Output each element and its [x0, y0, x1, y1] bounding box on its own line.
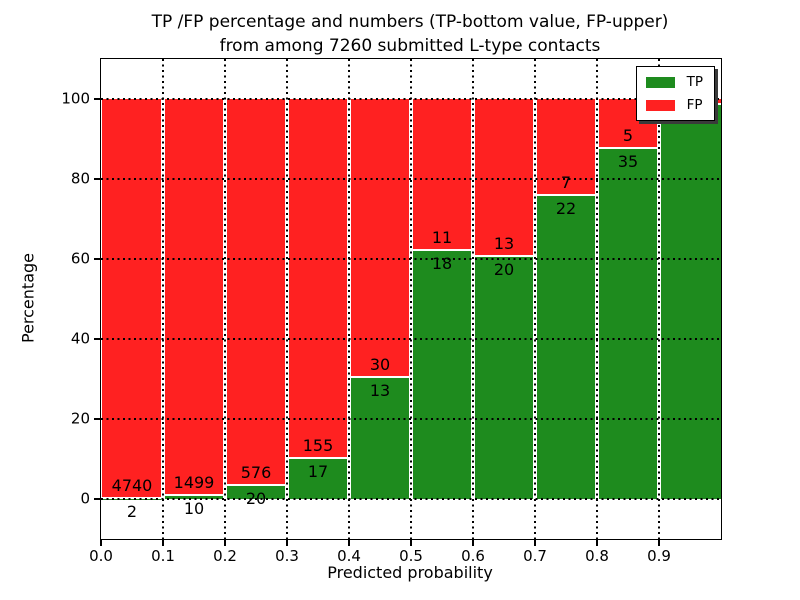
fp-count-label: 1499: [173, 473, 215, 493]
fp-count-label: 4740: [111, 475, 153, 495]
bars-layer: [101, 59, 721, 539]
fp-count-label: 13: [493, 233, 515, 253]
y-tick-label: 20: [70, 409, 90, 428]
x-tick-mark: [286, 540, 288, 546]
x-tick-mark: [658, 540, 660, 546]
tp-count-label: 13: [369, 381, 391, 401]
x-tick-mark: [596, 540, 598, 546]
fp-count-label: 7: [560, 172, 572, 192]
x-tick-label: 0.8: [585, 547, 609, 565]
x-tick-label: 0.5: [399, 547, 423, 565]
x-tick-label: 0.6: [461, 547, 485, 565]
tp-count-label: 20: [493, 259, 515, 279]
tp-count-label: 2: [126, 501, 138, 521]
y-tick-mark: [94, 498, 100, 500]
x-tick-mark: [348, 540, 350, 546]
x-gridline: [224, 59, 226, 539]
bar-tp-segment: [413, 250, 471, 499]
x-tick-mark: [100, 540, 102, 546]
chart-title-line2: from among 7260 submitted L-type contact…: [219, 36, 601, 57]
y-tick-label: 60: [70, 249, 90, 268]
bar-tp-segment: [599, 149, 657, 499]
chart-title-line1: TP /FP percentage and numbers (TP-bottom…: [151, 12, 669, 32]
x-gridline: [162, 59, 164, 539]
x-tick-label: 0.0: [89, 547, 113, 565]
bar-tp-segment: [289, 459, 347, 499]
legend: TP FP: [635, 66, 715, 121]
y-tick-mark: [94, 338, 100, 340]
tp-count-label: 10: [183, 499, 205, 519]
fp-count-label: 576: [240, 462, 272, 482]
legend-label-fp: FP: [686, 97, 703, 113]
bar-annotations-layer: 4740214991057620155173013111813207225356…: [101, 59, 721, 539]
y-tick-mark: [94, 258, 100, 260]
y-tick-mark: [94, 178, 100, 180]
legend-label-tp: TP: [686, 74, 703, 90]
fp-count-label: 155: [302, 436, 334, 456]
bar-fp-segment: [413, 99, 471, 251]
x-tick-label: 0.1: [151, 547, 175, 565]
y-tick-mark: [94, 418, 100, 420]
fp-count-label: 30: [369, 355, 391, 375]
x-gridline: [472, 59, 474, 539]
x-tick-mark: [224, 540, 226, 546]
chart-title: TP /FP percentage and numbers (TP-bottom…: [100, 10, 720, 58]
x-tick-label: 0.9: [647, 547, 671, 565]
grid-layer: [101, 59, 721, 539]
fp-count-label: 5: [622, 126, 634, 145]
tp-count-label: 18: [431, 253, 453, 273]
axis-ticks-layer: 0 20 40 60 80 100 0.0 0.1 0.2 0.3 0.4 0.5 0.6 0.7 0.8 0…: [61, 59, 721, 565]
bar-fp-segment: [101, 99, 161, 499]
legend-item-tp: TP: [645, 74, 703, 90]
x-gridline: [596, 59, 598, 539]
x-axis-label: Predicted probability: [327, 563, 493, 582]
bar-fp-segment: [289, 99, 347, 460]
y-tick-label: 100: [61, 89, 90, 108]
x-gridline: [658, 59, 660, 539]
plot-area: 4740 2 1499 10 576 20 155 17 30 13 11 18 13 20 7 22 5 35 6…: [61, 58, 722, 565]
bar-fp-segment: [351, 99, 409, 379]
tp-count-label: 20: [245, 488, 267, 508]
bar-fp-segment: [227, 99, 285, 486]
bar-tp-segment: [165, 496, 223, 499]
x-tick-label: 0.2: [213, 547, 237, 565]
bar-tp-segment: [661, 104, 721, 499]
y-tick-label: 0: [80, 489, 90, 508]
bar-tp-segment: [227, 485, 285, 499]
legend-item-fp: FP: [645, 97, 703, 113]
tp-count-label: 22: [555, 198, 577, 218]
y-tick-label: 40: [70, 329, 90, 348]
bar-tp-segment: [537, 195, 595, 499]
x-gridline: [534, 59, 536, 539]
x-gridline: [286, 59, 288, 539]
x-tick-label: 0.4: [337, 547, 361, 565]
x-tick-mark: [162, 540, 164, 546]
bar-tp-segment: [351, 378, 409, 499]
fp-count-label: 11: [431, 227, 453, 247]
y-tick-label: 80: [70, 169, 90, 188]
x-gridline: [410, 59, 412, 539]
bar-fp-segment: [475, 99, 533, 257]
fp-color-swatch: [645, 99, 675, 111]
y-axis-label: Percentage: [18, 252, 38, 344]
x-tick-label: 0.3: [275, 547, 299, 565]
x-tick-mark: [410, 540, 412, 546]
x-tick-mark: [472, 540, 474, 546]
x-gridline: [348, 59, 350, 539]
tp-count-label: 35: [617, 152, 639, 171]
bar-fp-segment: [165, 99, 223, 497]
y-tick-mark: [94, 98, 100, 100]
x-tick-label: 0.7: [523, 547, 547, 565]
tp-count-label: 17: [307, 462, 329, 482]
bar-tp-segment: [475, 256, 533, 499]
x-tick-mark: [534, 540, 536, 546]
tp-color-swatch: [645, 76, 675, 88]
